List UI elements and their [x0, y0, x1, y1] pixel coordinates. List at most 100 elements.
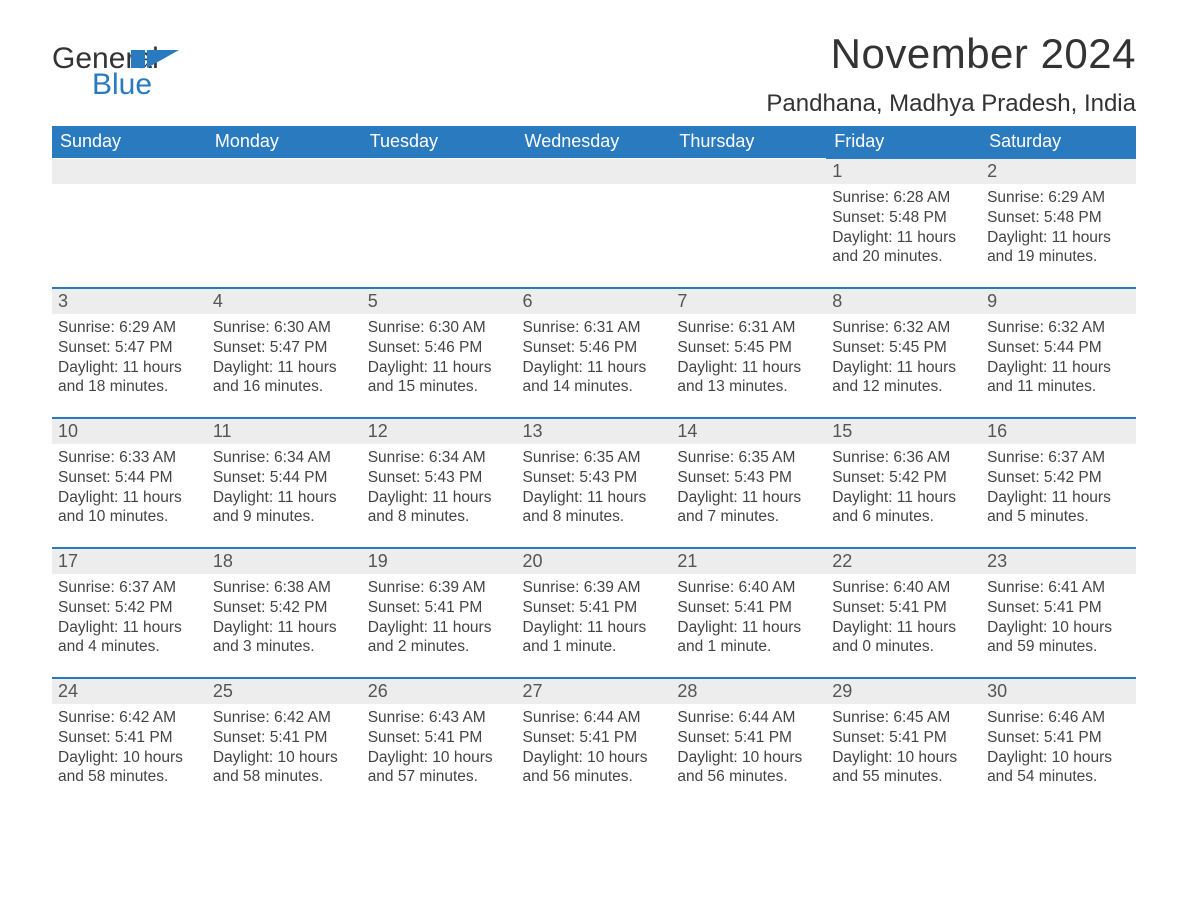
daylight-line: Daylight: 11 hours and 2 minutes.	[368, 618, 511, 658]
calendar-cell: 7Sunrise: 6:31 AMSunset: 5:45 PMDaylight…	[671, 288, 826, 418]
calendar-week-row: 1Sunrise: 6:28 AMSunset: 5:48 PMDaylight…	[52, 158, 1136, 288]
daylight-line: Daylight: 10 hours and 58 minutes.	[213, 748, 356, 788]
brand-logo: General Blue	[52, 30, 211, 104]
calendar-cell: 10Sunrise: 6:33 AMSunset: 5:44 PMDayligh…	[52, 418, 207, 548]
sunset-line: Sunset: 5:48 PM	[987, 208, 1130, 228]
day-number-empty	[52, 159, 207, 184]
calendar-cell: 22Sunrise: 6:40 AMSunset: 5:41 PMDayligh…	[826, 548, 981, 678]
calendar-cell: 13Sunrise: 6:35 AMSunset: 5:43 PMDayligh…	[517, 418, 672, 548]
calendar-cell: 30Sunrise: 6:46 AMSunset: 5:41 PMDayligh…	[981, 678, 1136, 808]
calendar-cell: 28Sunrise: 6:44 AMSunset: 5:41 PMDayligh…	[671, 678, 826, 808]
daylight-line: Daylight: 10 hours and 56 minutes.	[523, 748, 666, 788]
sunrise-line: Sunrise: 6:30 AM	[213, 318, 356, 338]
calendar-cell: 17Sunrise: 6:37 AMSunset: 5:42 PMDayligh…	[52, 548, 207, 678]
day-number-empty	[362, 159, 517, 184]
sunset-line: Sunset: 5:46 PM	[368, 338, 511, 358]
daylight-line: Daylight: 10 hours and 59 minutes.	[987, 618, 1130, 658]
dow-header: Sunday	[52, 126, 207, 158]
daylight-line: Daylight: 11 hours and 7 minutes.	[677, 488, 820, 528]
day-number-empty	[517, 159, 672, 184]
sunset-line: Sunset: 5:41 PM	[677, 728, 820, 748]
sunrise-line: Sunrise: 6:34 AM	[368, 448, 511, 468]
calendar-cell: 26Sunrise: 6:43 AMSunset: 5:41 PMDayligh…	[362, 678, 517, 808]
sunset-line: Sunset: 5:43 PM	[677, 468, 820, 488]
daylight-line: Daylight: 11 hours and 20 minutes.	[832, 228, 975, 268]
calendar-cell: 12Sunrise: 6:34 AMSunset: 5:43 PMDayligh…	[362, 418, 517, 548]
daylight-line: Daylight: 11 hours and 8 minutes.	[368, 488, 511, 528]
calendar-cell: 9Sunrise: 6:32 AMSunset: 5:44 PMDaylight…	[981, 288, 1136, 418]
sunrise-line: Sunrise: 6:29 AM	[58, 318, 201, 338]
sunrise-line: Sunrise: 6:28 AM	[832, 188, 975, 208]
sunrise-line: Sunrise: 6:35 AM	[523, 448, 666, 468]
sunrise-line: Sunrise: 6:29 AM	[987, 188, 1130, 208]
calendar-cell: 24Sunrise: 6:42 AMSunset: 5:41 PMDayligh…	[52, 678, 207, 808]
sunrise-line: Sunrise: 6:44 AM	[677, 708, 820, 728]
sunrise-line: Sunrise: 6:39 AM	[368, 578, 511, 598]
day-number: 2	[981, 159, 1136, 184]
calendar-cell: 6Sunrise: 6:31 AMSunset: 5:46 PMDaylight…	[517, 288, 672, 418]
day-number: 25	[207, 679, 362, 704]
sunrise-line: Sunrise: 6:42 AM	[58, 708, 201, 728]
sunset-line: Sunset: 5:41 PM	[213, 728, 356, 748]
daylight-line: Daylight: 10 hours and 54 minutes.	[987, 748, 1130, 788]
sunset-line: Sunset: 5:43 PM	[368, 468, 511, 488]
sunset-line: Sunset: 5:41 PM	[523, 728, 666, 748]
calendar-cell: 21Sunrise: 6:40 AMSunset: 5:41 PMDayligh…	[671, 548, 826, 678]
day-details: Sunrise: 6:36 AMSunset: 5:42 PMDaylight:…	[826, 444, 981, 531]
day-details: Sunrise: 6:40 AMSunset: 5:41 PMDaylight:…	[826, 574, 981, 661]
calendar-cell: 19Sunrise: 6:39 AMSunset: 5:41 PMDayligh…	[362, 548, 517, 678]
calendar-cell: 11Sunrise: 6:34 AMSunset: 5:44 PMDayligh…	[207, 418, 362, 548]
day-number: 23	[981, 549, 1136, 574]
day-number: 5	[362, 289, 517, 314]
day-number: 17	[52, 549, 207, 574]
sunrise-line: Sunrise: 6:40 AM	[832, 578, 975, 598]
calendar-table: SundayMondayTuesdayWednesdayThursdayFrid…	[52, 126, 1136, 808]
sunrise-line: Sunrise: 6:32 AM	[832, 318, 975, 338]
daylight-line: Daylight: 11 hours and 12 minutes.	[832, 358, 975, 398]
calendar-week-row: 24Sunrise: 6:42 AMSunset: 5:41 PMDayligh…	[52, 678, 1136, 808]
title-block: November 2024 Pandhana, Madhya Pradesh, …	[766, 30, 1136, 118]
day-number-empty	[207, 159, 362, 184]
daylight-line: Daylight: 11 hours and 4 minutes.	[58, 618, 201, 658]
sunset-line: Sunset: 5:44 PM	[987, 338, 1130, 358]
day-details: Sunrise: 6:37 AMSunset: 5:42 PMDaylight:…	[981, 444, 1136, 531]
day-number: 3	[52, 289, 207, 314]
day-number: 30	[981, 679, 1136, 704]
day-number: 27	[517, 679, 672, 704]
day-details: Sunrise: 6:29 AMSunset: 5:48 PMDaylight:…	[981, 184, 1136, 271]
calendar-cell: 15Sunrise: 6:36 AMSunset: 5:42 PMDayligh…	[826, 418, 981, 548]
sunset-line: Sunset: 5:48 PM	[832, 208, 975, 228]
location-subtitle: Pandhana, Madhya Pradesh, India	[766, 90, 1136, 118]
sunrise-line: Sunrise: 6:34 AM	[213, 448, 356, 468]
day-details: Sunrise: 6:42 AMSunset: 5:41 PMDaylight:…	[52, 704, 207, 791]
sunrise-line: Sunrise: 6:39 AM	[523, 578, 666, 598]
sunset-line: Sunset: 5:41 PM	[832, 728, 975, 748]
sunrise-line: Sunrise: 6:38 AM	[213, 578, 356, 598]
sunset-line: Sunset: 5:42 PM	[213, 598, 356, 618]
daylight-line: Daylight: 11 hours and 1 minute.	[523, 618, 666, 658]
day-details: Sunrise: 6:45 AMSunset: 5:41 PMDaylight:…	[826, 704, 981, 791]
daylight-line: Daylight: 11 hours and 13 minutes.	[677, 358, 820, 398]
daylight-line: Daylight: 10 hours and 58 minutes.	[58, 748, 201, 788]
calendar-cell	[517, 158, 672, 288]
day-number: 14	[671, 419, 826, 444]
day-number: 6	[517, 289, 672, 314]
calendar-cell	[207, 158, 362, 288]
day-details: Sunrise: 6:32 AMSunset: 5:44 PMDaylight:…	[981, 314, 1136, 401]
flag-icon	[131, 50, 179, 77]
calendar-cell: 8Sunrise: 6:32 AMSunset: 5:45 PMDaylight…	[826, 288, 981, 418]
sunset-line: Sunset: 5:41 PM	[368, 598, 511, 618]
dow-header: Saturday	[981, 126, 1136, 158]
calendar-body: 1Sunrise: 6:28 AMSunset: 5:48 PMDaylight…	[52, 158, 1136, 808]
day-details: Sunrise: 6:40 AMSunset: 5:41 PMDaylight:…	[671, 574, 826, 661]
daylight-line: Daylight: 10 hours and 57 minutes.	[368, 748, 511, 788]
calendar-cell	[52, 158, 207, 288]
day-number: 15	[826, 419, 981, 444]
sunset-line: Sunset: 5:44 PM	[213, 468, 356, 488]
dow-header: Friday	[826, 126, 981, 158]
calendar-cell: 18Sunrise: 6:38 AMSunset: 5:42 PMDayligh…	[207, 548, 362, 678]
calendar-cell: 20Sunrise: 6:39 AMSunset: 5:41 PMDayligh…	[517, 548, 672, 678]
daylight-line: Daylight: 11 hours and 15 minutes.	[368, 358, 511, 398]
day-number: 1	[826, 159, 981, 184]
daylight-line: Daylight: 11 hours and 16 minutes.	[213, 358, 356, 398]
